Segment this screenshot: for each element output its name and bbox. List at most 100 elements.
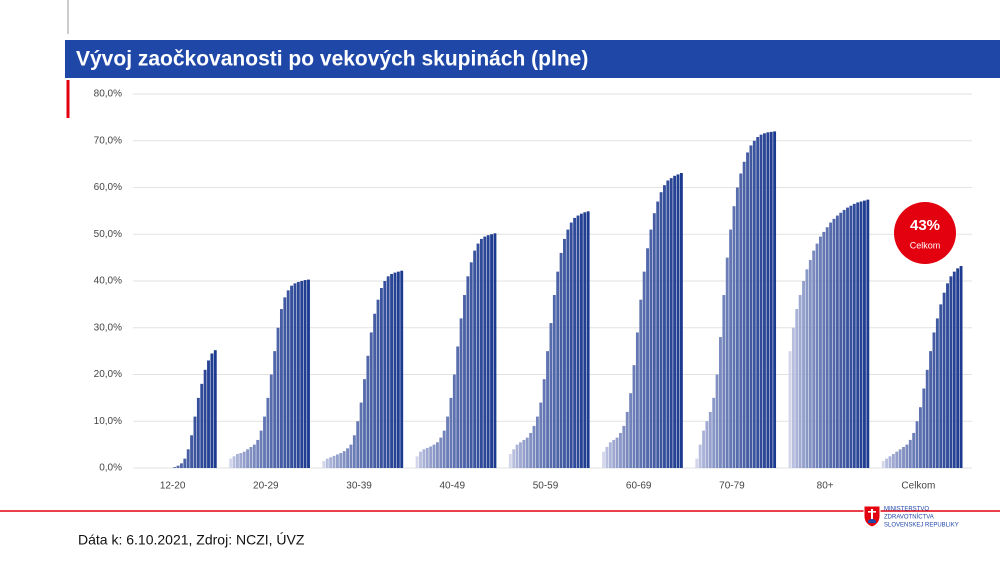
- bar: [519, 442, 522, 468]
- bar: [956, 268, 960, 468]
- bar: [307, 279, 310, 468]
- bar: [203, 369, 207, 468]
- x-tick-label: 80+: [817, 481, 834, 492]
- bar: [939, 304, 943, 468]
- y-tick-label: 70,0%: [94, 135, 122, 146]
- bar: [702, 430, 705, 468]
- bar: [269, 374, 273, 468]
- bar: [832, 218, 836, 468]
- bar: [193, 416, 197, 468]
- bar: [300, 281, 304, 468]
- bar: [725, 257, 729, 468]
- bar: [486, 235, 490, 468]
- bar: [895, 451, 899, 468]
- bar: [432, 444, 436, 468]
- bar: [579, 213, 583, 468]
- bar: [173, 467, 177, 468]
- bar: [539, 402, 543, 468]
- bar: [605, 446, 609, 468]
- bar: [390, 273, 394, 468]
- bar: [866, 199, 870, 468]
- bar: [679, 173, 683, 468]
- bar: [349, 444, 353, 468]
- bar: [925, 369, 929, 468]
- bar: [483, 236, 487, 468]
- bar: [769, 131, 773, 468]
- bar: [446, 416, 450, 468]
- bar: [249, 446, 253, 468]
- y-tick-label: 0,0%: [99, 463, 122, 474]
- bar: [773, 131, 777, 468]
- y-tick-label: 10,0%: [94, 416, 122, 427]
- bar: [642, 271, 646, 468]
- bar: [839, 212, 843, 468]
- bar: [715, 374, 719, 468]
- bar: [656, 201, 660, 468]
- bar: [673, 175, 677, 468]
- bar: [425, 447, 429, 468]
- bar: [400, 270, 404, 468]
- bar: [742, 161, 746, 468]
- bar: [898, 449, 902, 468]
- logo-hills: [868, 519, 876, 523]
- y-tick-label: 20,0%: [94, 369, 122, 380]
- bar: [442, 430, 446, 468]
- bar: [698, 444, 702, 468]
- bar: [902, 446, 905, 468]
- bar: [332, 455, 336, 468]
- bar: [415, 456, 419, 468]
- x-tick-label: 70-79: [719, 481, 745, 492]
- bar: [812, 250, 816, 468]
- bar: [335, 454, 339, 468]
- bar: [196, 397, 200, 468]
- bar: [386, 276, 390, 468]
- bar: [246, 449, 250, 468]
- bar: [476, 243, 480, 468]
- y-tick-label: 40,0%: [94, 276, 122, 287]
- bar: [732, 206, 736, 468]
- bar: [615, 437, 619, 468]
- bar: [325, 458, 329, 468]
- bar: [652, 213, 656, 468]
- bar: [795, 309, 799, 468]
- bar: [669, 178, 673, 468]
- bar: [559, 252, 563, 468]
- bar: [942, 292, 946, 468]
- annotation-badge: [894, 202, 956, 264]
- bar: [542, 379, 546, 468]
- bar: [912, 432, 916, 468]
- bar: [788, 351, 792, 468]
- logo: MINISTERSTVO ZDRAVOTNÍCTVA SLOVENSKEJ RE…: [863, 505, 959, 529]
- x-tick-label: 50-59: [533, 481, 559, 492]
- bar: [396, 271, 400, 468]
- bar: [525, 437, 529, 468]
- bar: [459, 318, 463, 468]
- bar: [819, 236, 822, 468]
- bar: [569, 222, 573, 468]
- bar: [522, 439, 526, 468]
- bar: [176, 465, 180, 468]
- bar: [393, 272, 397, 468]
- bar: [286, 290, 290, 468]
- bar: [629, 393, 633, 468]
- bar: [422, 449, 426, 468]
- bar: [888, 456, 892, 468]
- bar: [239, 453, 243, 468]
- bar: [359, 402, 363, 468]
- bar: [749, 145, 753, 469]
- bar: [663, 185, 666, 468]
- bar: [179, 463, 183, 468]
- bar: [932, 332, 936, 468]
- bar: [379, 288, 383, 468]
- bar: [659, 192, 663, 469]
- bar: [625, 411, 629, 468]
- bar: [922, 388, 926, 468]
- bar: [583, 212, 587, 468]
- bar: [373, 313, 377, 468]
- bar: [849, 205, 853, 469]
- bar: [666, 180, 670, 469]
- bar: [646, 248, 649, 468]
- bar: [363, 379, 366, 468]
- bar: [722, 295, 726, 468]
- bar: [515, 444, 519, 468]
